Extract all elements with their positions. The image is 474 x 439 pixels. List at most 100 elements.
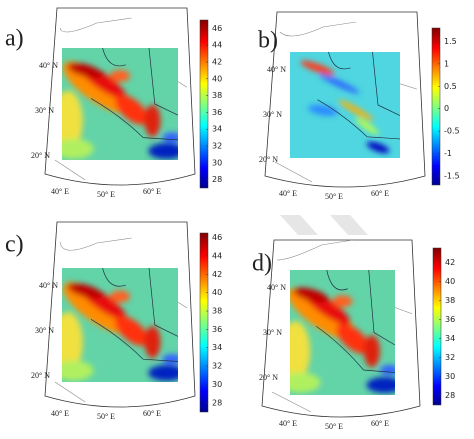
lat-label: 40° N (267, 283, 286, 292)
colorbar-tick-label: 40 (212, 74, 222, 83)
map-frame (261, 239, 421, 418)
colorbar-tick-label: 1.5 (444, 37, 457, 46)
colorbar-tick-label: 36 (445, 315, 455, 324)
lon-label: 40° E (51, 409, 69, 418)
border-lines (274, 21, 418, 183)
colorbar (431, 27, 441, 186)
field-feature (62, 90, 83, 151)
field-features (300, 60, 390, 153)
data-field (62, 48, 178, 160)
field-feature (144, 104, 161, 137)
colorbar-tick-label: 28 (445, 391, 455, 400)
lat-label: 20° N (259, 373, 278, 382)
lon-label: 50° E (325, 422, 343, 431)
colorbar-tick-label: 30 (212, 380, 222, 389)
lon-label: 60° E (143, 187, 161, 196)
field-feature (332, 295, 353, 308)
colorbar-tick-label: 36 (212, 108, 222, 117)
colorbar-tick-label: 46 (212, 233, 222, 242)
field-feature (144, 326, 161, 359)
colorbar-tick-label: 38 (212, 307, 222, 316)
colorbar-tick-label: 36 (212, 325, 222, 334)
lon-label: 50° E (325, 192, 343, 201)
panel-label: d) (252, 251, 272, 277)
border-lines (54, 17, 188, 181)
lon-label: 50° E (97, 190, 115, 199)
lat-label: 40° N (39, 281, 58, 290)
map-panel (261, 239, 421, 418)
colorbar-tick-label: 40 (445, 277, 455, 286)
lon-label: 40° E (279, 419, 297, 428)
field-feature (110, 70, 130, 82)
colorbar (199, 19, 209, 189)
field-feature (379, 365, 395, 375)
colorbar-tick-label: 30 (445, 372, 455, 381)
colorbar-tick-label: 1 (444, 59, 449, 68)
colorbar-tick-label: 40 (212, 288, 222, 297)
field-feature (114, 94, 149, 125)
colorbar-tick-label: 34 (212, 343, 222, 352)
lon-label: 60° E (371, 419, 389, 428)
colorbar-tick-label: -1 (444, 149, 452, 158)
field-feature (366, 377, 395, 393)
colorbar-tick-label: 42 (445, 258, 455, 267)
coastline (90, 47, 179, 141)
lat-label: 20° N (259, 155, 278, 164)
colorbar-tick-label: 0 (444, 104, 449, 113)
lon-label: 40° E (51, 187, 69, 196)
field-features (62, 282, 178, 381)
field-feature (114, 315, 149, 346)
lat-label: 30° N (35, 106, 54, 115)
field-feature (293, 287, 329, 303)
colorbar-tick-label: 28 (212, 398, 222, 407)
map-frame (264, 11, 426, 188)
colorbar-tick-label: 34 (445, 334, 455, 343)
map-panel (264, 11, 426, 188)
field-feature (290, 372, 321, 393)
colorbar-tick-label: -0.5 (444, 127, 460, 136)
field-feature (363, 335, 380, 368)
field-feature (67, 62, 103, 78)
colorbar-tick-label: 30 (212, 158, 222, 167)
colorbar-tick-label: 44 (212, 41, 222, 50)
colorbar-tick-label: 32 (212, 362, 222, 371)
lat-label: 20° N (31, 371, 50, 380)
field-feature (67, 283, 103, 299)
field-feature (338, 99, 374, 121)
field-feature (148, 364, 178, 381)
colorbar-tick-label: 42 (212, 270, 222, 279)
colorbar-tick-label: 34 (212, 125, 222, 134)
map-panel (44, 221, 196, 408)
border-lines (54, 237, 188, 403)
map-frame (44, 7, 196, 186)
colorbar-tick-label: 42 (212, 58, 222, 67)
field-features (62, 61, 178, 160)
colorbar-tick-label: 32 (212, 142, 222, 151)
colorbar (432, 247, 442, 406)
border-lines (271, 239, 413, 413)
lat-label: 30° N (263, 110, 282, 119)
field-feature (300, 60, 335, 76)
lat-label: 20° N (31, 151, 50, 160)
panel-label: b) (258, 28, 278, 54)
colorbar-tick-label: 28 (212, 175, 222, 184)
lon-label: 60° E (371, 189, 389, 198)
lat-label: 40° N (39, 61, 58, 70)
colorbar-tick-label: 38 (445, 296, 455, 305)
field-features (290, 287, 395, 393)
colorbar-tick-label: 46 (212, 24, 222, 33)
watermark (280, 215, 368, 235)
field-feature (162, 132, 178, 143)
colorbar-tick-label: 0.5 (444, 82, 457, 91)
field-feature (355, 117, 379, 135)
field-feature (162, 354, 178, 365)
field-feature (62, 138, 94, 159)
lat-label: 40° N (267, 65, 286, 74)
map-panel (44, 7, 196, 186)
colorbar-tick-label: 38 (212, 91, 222, 100)
colorbar-tick-label: 32 (445, 353, 455, 362)
data-field (290, 52, 400, 158)
lon-label: 60° E (143, 409, 161, 418)
colorbar (199, 232, 209, 413)
